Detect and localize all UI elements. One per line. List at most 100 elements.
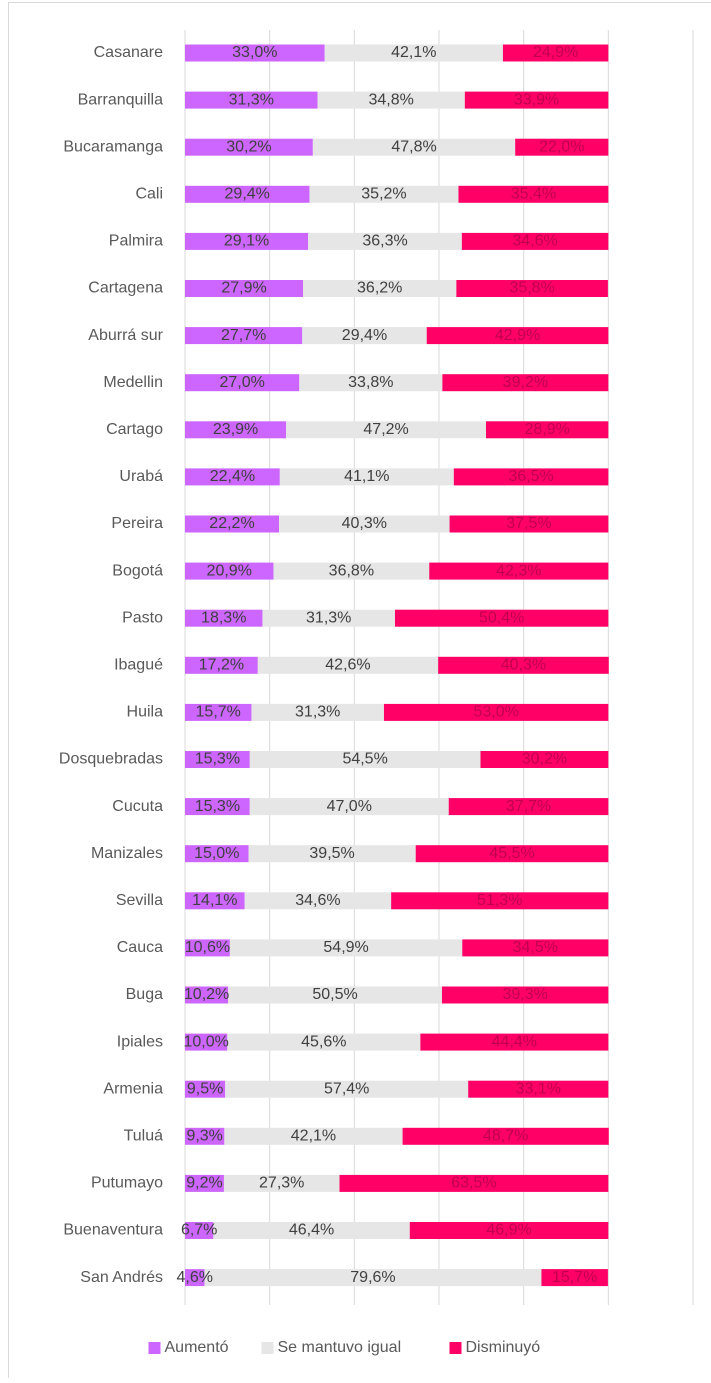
data-label: 30,2% bbox=[226, 138, 271, 155]
data-label: 39,3% bbox=[502, 986, 547, 1003]
data-label: 33,1% bbox=[516, 1080, 561, 1097]
data-label: 34,5% bbox=[513, 939, 558, 956]
data-label: 41,1% bbox=[344, 468, 389, 485]
data-label: 29,4% bbox=[342, 327, 387, 344]
data-label: 47,8% bbox=[391, 138, 436, 155]
y-tick-label: Buenaventura bbox=[63, 1222, 163, 1239]
data-label: 22,4% bbox=[210, 468, 255, 485]
data-label: 40,3% bbox=[342, 515, 387, 532]
data-label: 42,1% bbox=[291, 1128, 336, 1145]
data-label: 36,3% bbox=[362, 233, 407, 250]
data-label: 9,3% bbox=[186, 1128, 222, 1145]
data-label: 51,3% bbox=[477, 892, 522, 909]
data-label: 54,5% bbox=[342, 751, 387, 768]
y-tick-label: Cartagena bbox=[88, 280, 163, 297]
data-label: 29,4% bbox=[225, 186, 270, 203]
y-tick-label: Cauca bbox=[117, 939, 163, 956]
data-label: 34,6% bbox=[512, 233, 557, 250]
data-label: 45,5% bbox=[489, 845, 534, 862]
data-label: 15,7% bbox=[196, 704, 241, 721]
y-tick-label: Medellin bbox=[103, 374, 163, 391]
data-label: 35,4% bbox=[511, 186, 556, 203]
y-tick-label: Palmira bbox=[109, 233, 163, 250]
y-tick-label: Cali bbox=[135, 186, 163, 203]
data-label: 37,5% bbox=[506, 515, 551, 532]
data-label: 15,3% bbox=[195, 751, 240, 768]
data-label: 27,0% bbox=[219, 374, 264, 391]
data-label: 46,4% bbox=[289, 1222, 334, 1239]
data-label: 18,3% bbox=[201, 609, 246, 626]
y-tick-label: Huila bbox=[127, 704, 164, 721]
data-label: 44,4% bbox=[492, 1033, 537, 1050]
data-label: 15,3% bbox=[195, 798, 240, 815]
data-label: 31,3% bbox=[306, 609, 351, 626]
data-label: 6,7% bbox=[181, 1222, 217, 1239]
data-label: 22,2% bbox=[209, 515, 254, 532]
y-tick-label: Barranquilla bbox=[78, 91, 163, 108]
data-label: 30,2% bbox=[522, 751, 567, 768]
data-label: 39,5% bbox=[309, 845, 354, 862]
data-label: 29,1% bbox=[224, 233, 269, 250]
data-label: 54,9% bbox=[323, 939, 368, 956]
y-tick-label: Cucuta bbox=[112, 798, 163, 815]
legend-label: Disminuyó bbox=[466, 1339, 541, 1356]
y-tick-label: Bogotá bbox=[112, 562, 163, 579]
data-label: 4,6% bbox=[177, 1269, 213, 1286]
data-label: 9,2% bbox=[186, 1175, 222, 1192]
data-label: 42,9% bbox=[495, 327, 540, 344]
legend-swatch bbox=[450, 1342, 462, 1354]
data-label: 35,2% bbox=[361, 186, 406, 203]
data-label: 57,4% bbox=[324, 1080, 369, 1097]
y-tick-label: Manizales bbox=[91, 845, 163, 862]
data-label: 15,7% bbox=[552, 1269, 597, 1286]
data-label: 36,8% bbox=[329, 562, 374, 579]
data-label: 63,5% bbox=[451, 1175, 496, 1192]
data-label: 27,3% bbox=[259, 1175, 304, 1192]
y-tick-label: Putumayo bbox=[91, 1175, 163, 1192]
data-label: 47,0% bbox=[327, 798, 372, 815]
y-tick-label: Dosquebradas bbox=[59, 751, 163, 768]
legend-swatch bbox=[262, 1342, 274, 1354]
y-tick-label: Tuluá bbox=[124, 1128, 164, 1145]
y-tick-label: Ibagué bbox=[114, 657, 163, 674]
y-tick-label: Aburrá sur bbox=[88, 327, 163, 344]
legend-label: Se mantuvo igual bbox=[278, 1339, 402, 1356]
y-tick-label: Buga bbox=[126, 986, 163, 1003]
data-label: 34,8% bbox=[368, 91, 413, 108]
data-label: 45,6% bbox=[301, 1033, 346, 1050]
data-label: 42,3% bbox=[496, 562, 541, 579]
data-label: 31,3% bbox=[295, 704, 340, 721]
y-tick-label: San Andrés bbox=[80, 1269, 163, 1286]
data-label: 50,5% bbox=[312, 986, 357, 1003]
data-label: 14,1% bbox=[192, 892, 237, 909]
data-label: 47,2% bbox=[363, 421, 408, 438]
y-tick-label: Casanare bbox=[94, 44, 163, 61]
data-label: 36,2% bbox=[357, 280, 402, 297]
data-label: 33,8% bbox=[348, 374, 393, 391]
data-label: 48,7% bbox=[483, 1128, 528, 1145]
data-label: 10,2% bbox=[184, 986, 229, 1003]
y-tick-label: Bucaramanga bbox=[63, 138, 163, 155]
y-tick-label: Urabá bbox=[119, 468, 163, 485]
data-label: 17,2% bbox=[199, 657, 244, 674]
data-label: 35,8% bbox=[509, 280, 554, 297]
data-label: 34,6% bbox=[295, 892, 340, 909]
data-label: 27,9% bbox=[221, 280, 266, 297]
y-tick-label: Ipiales bbox=[117, 1033, 163, 1050]
y-tick-label: Cartago bbox=[106, 421, 163, 438]
data-label: 53,0% bbox=[473, 704, 518, 721]
data-label: 39,2% bbox=[503, 374, 548, 391]
data-label: 10,0% bbox=[183, 1033, 228, 1050]
y-tick-label: Pasto bbox=[122, 609, 163, 626]
data-label: 46,9% bbox=[486, 1222, 531, 1239]
y-tick-label: Pereira bbox=[111, 515, 163, 532]
data-label: 22,0% bbox=[539, 138, 584, 155]
data-label: 42,6% bbox=[325, 657, 370, 674]
data-label: 28,9% bbox=[524, 421, 569, 438]
data-label: 15,0% bbox=[194, 845, 239, 862]
data-label: 37,7% bbox=[506, 798, 551, 815]
data-label: 79,6% bbox=[350, 1269, 395, 1286]
data-label: 10,6% bbox=[185, 939, 230, 956]
y-tick-label: Sevilla bbox=[116, 892, 163, 909]
